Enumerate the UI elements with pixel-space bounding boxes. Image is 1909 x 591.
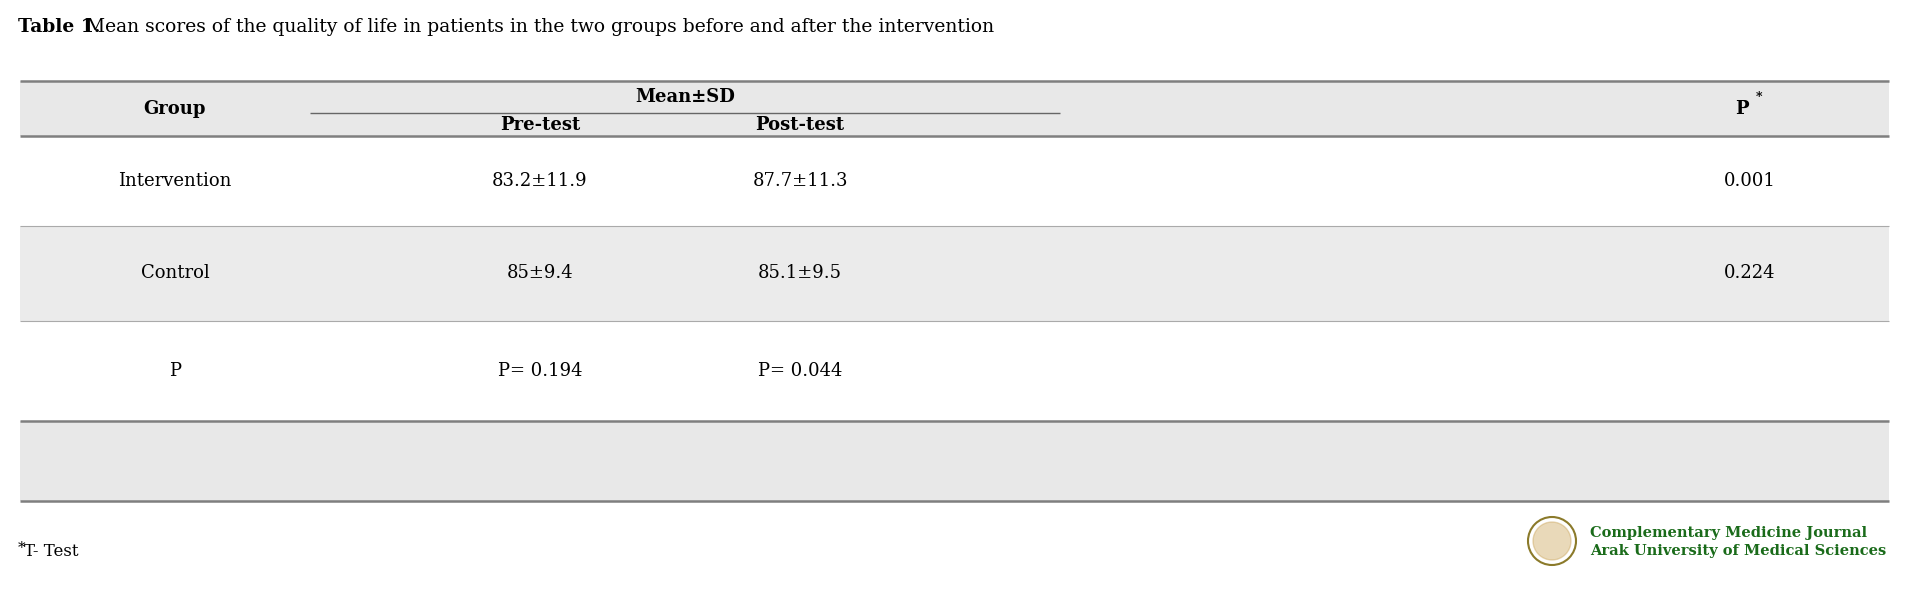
Text: P= 0.194: P= 0.194 [498, 362, 582, 380]
Text: *: * [17, 541, 25, 555]
Circle shape [1533, 522, 1571, 560]
Bar [19, 81, 1890, 136]
Bar [19, 321, 1890, 421]
Text: Mean±SD: Mean±SD [636, 88, 735, 106]
Bar [19, 421, 1890, 501]
Text: Arak University of Medical Sciences: Arak University of Medical Sciences [1590, 544, 1886, 558]
Text: Post-test: Post-test [756, 115, 844, 134]
Text: Control: Control [141, 265, 210, 282]
Text: P: P [1735, 99, 1749, 118]
Text: 0.001: 0.001 [1724, 172, 1775, 190]
Text: Group: Group [143, 99, 206, 118]
Text: 85.1±9.5: 85.1±9.5 [758, 265, 842, 282]
Text: Complementary Medicine Journal: Complementary Medicine Journal [1590, 526, 1867, 540]
Text: 0.224: 0.224 [1724, 265, 1775, 282]
Text: T- Test: T- Test [25, 543, 78, 560]
Text: *: * [1756, 91, 1762, 104]
Bar [19, 136, 1890, 226]
Text: Table 1.: Table 1. [17, 18, 101, 36]
Text: P= 0.044: P= 0.044 [758, 362, 842, 380]
Text: Mean scores of the quality of life in patients in the two groups before and afte: Mean scores of the quality of life in pa… [80, 18, 995, 36]
Text: Pre-test: Pre-test [500, 115, 580, 134]
Text: 83.2±11.9: 83.2±11.9 [493, 172, 588, 190]
Text: Intervention: Intervention [118, 172, 231, 190]
Bar [19, 226, 1890, 321]
Text: 87.7±11.3: 87.7±11.3 [752, 172, 848, 190]
Text: 85±9.4: 85±9.4 [506, 265, 573, 282]
Text: P: P [170, 362, 181, 380]
